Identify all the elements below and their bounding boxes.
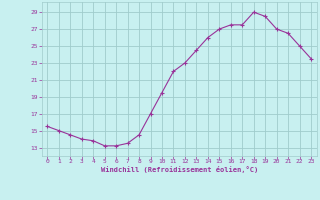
X-axis label: Windchill (Refroidissement éolien,°C): Windchill (Refroidissement éolien,°C) <box>100 166 258 173</box>
